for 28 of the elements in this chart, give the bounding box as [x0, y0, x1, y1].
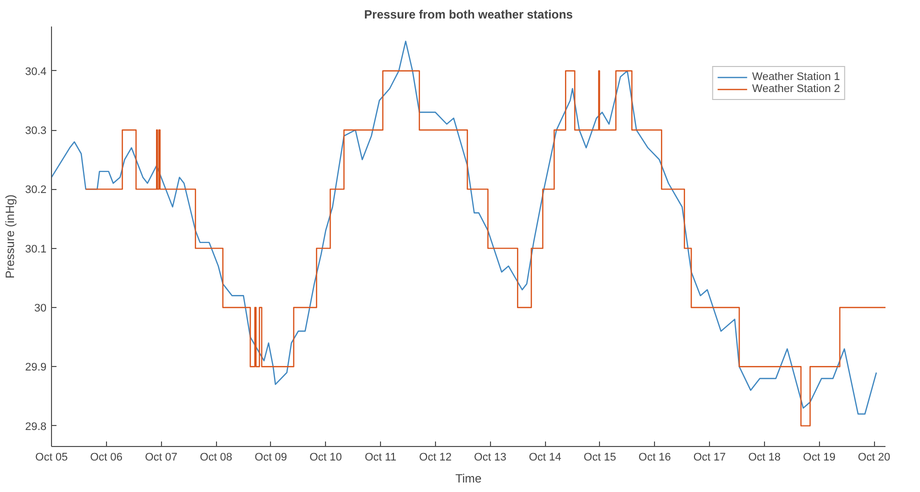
x-tick-label: Oct 15 [584, 452, 616, 464]
x-tick-label: Oct 19 [803, 452, 836, 464]
x-tick-label: Oct 07 [144, 452, 178, 464]
x-tick-label: Oct 06 [90, 452, 123, 464]
x-tick-label: Oct 16 [638, 452, 671, 464]
x-tick-label: Oct 12 [419, 452, 452, 464]
x-tick-label: Oct 13 [474, 452, 506, 464]
y-axis-title: Pressure (inHg) [3, 194, 18, 279]
legend-label: Weather Station 1 [752, 71, 840, 83]
y-tick-label: 30 [34, 302, 47, 314]
y-tick-label: 30.1 [25, 243, 47, 256]
chart-title: Pressure from both weather stations [364, 8, 574, 22]
x-tick-label: Oct 09 [254, 452, 288, 464]
y-tick-label: 30.2 [25, 184, 47, 196]
y-tick-label: 29.9 [25, 362, 47, 374]
legend-label: Weather Station 2 [752, 83, 840, 95]
y-tick-label: 30.4 [25, 66, 47, 78]
x-tick-label: Oct 11 [364, 452, 396, 464]
x-tick-label: Oct 20 [858, 452, 890, 464]
y-tick-label: 30.3 [25, 125, 47, 138]
x-tick-label: Oct 08 [200, 452, 232, 464]
x-tick-label: Oct 18 [748, 452, 781, 464]
x-tick-label: Oct 14 [528, 452, 562, 464]
x-tick-label: Oct 10 [309, 452, 342, 464]
y-tick-label: 29.8 [25, 420, 47, 433]
x-tick-label: Oct 05 [35, 452, 68, 464]
x-axis-title: Time [455, 472, 482, 486]
x-tick-label: Oct 17 [693, 452, 726, 464]
